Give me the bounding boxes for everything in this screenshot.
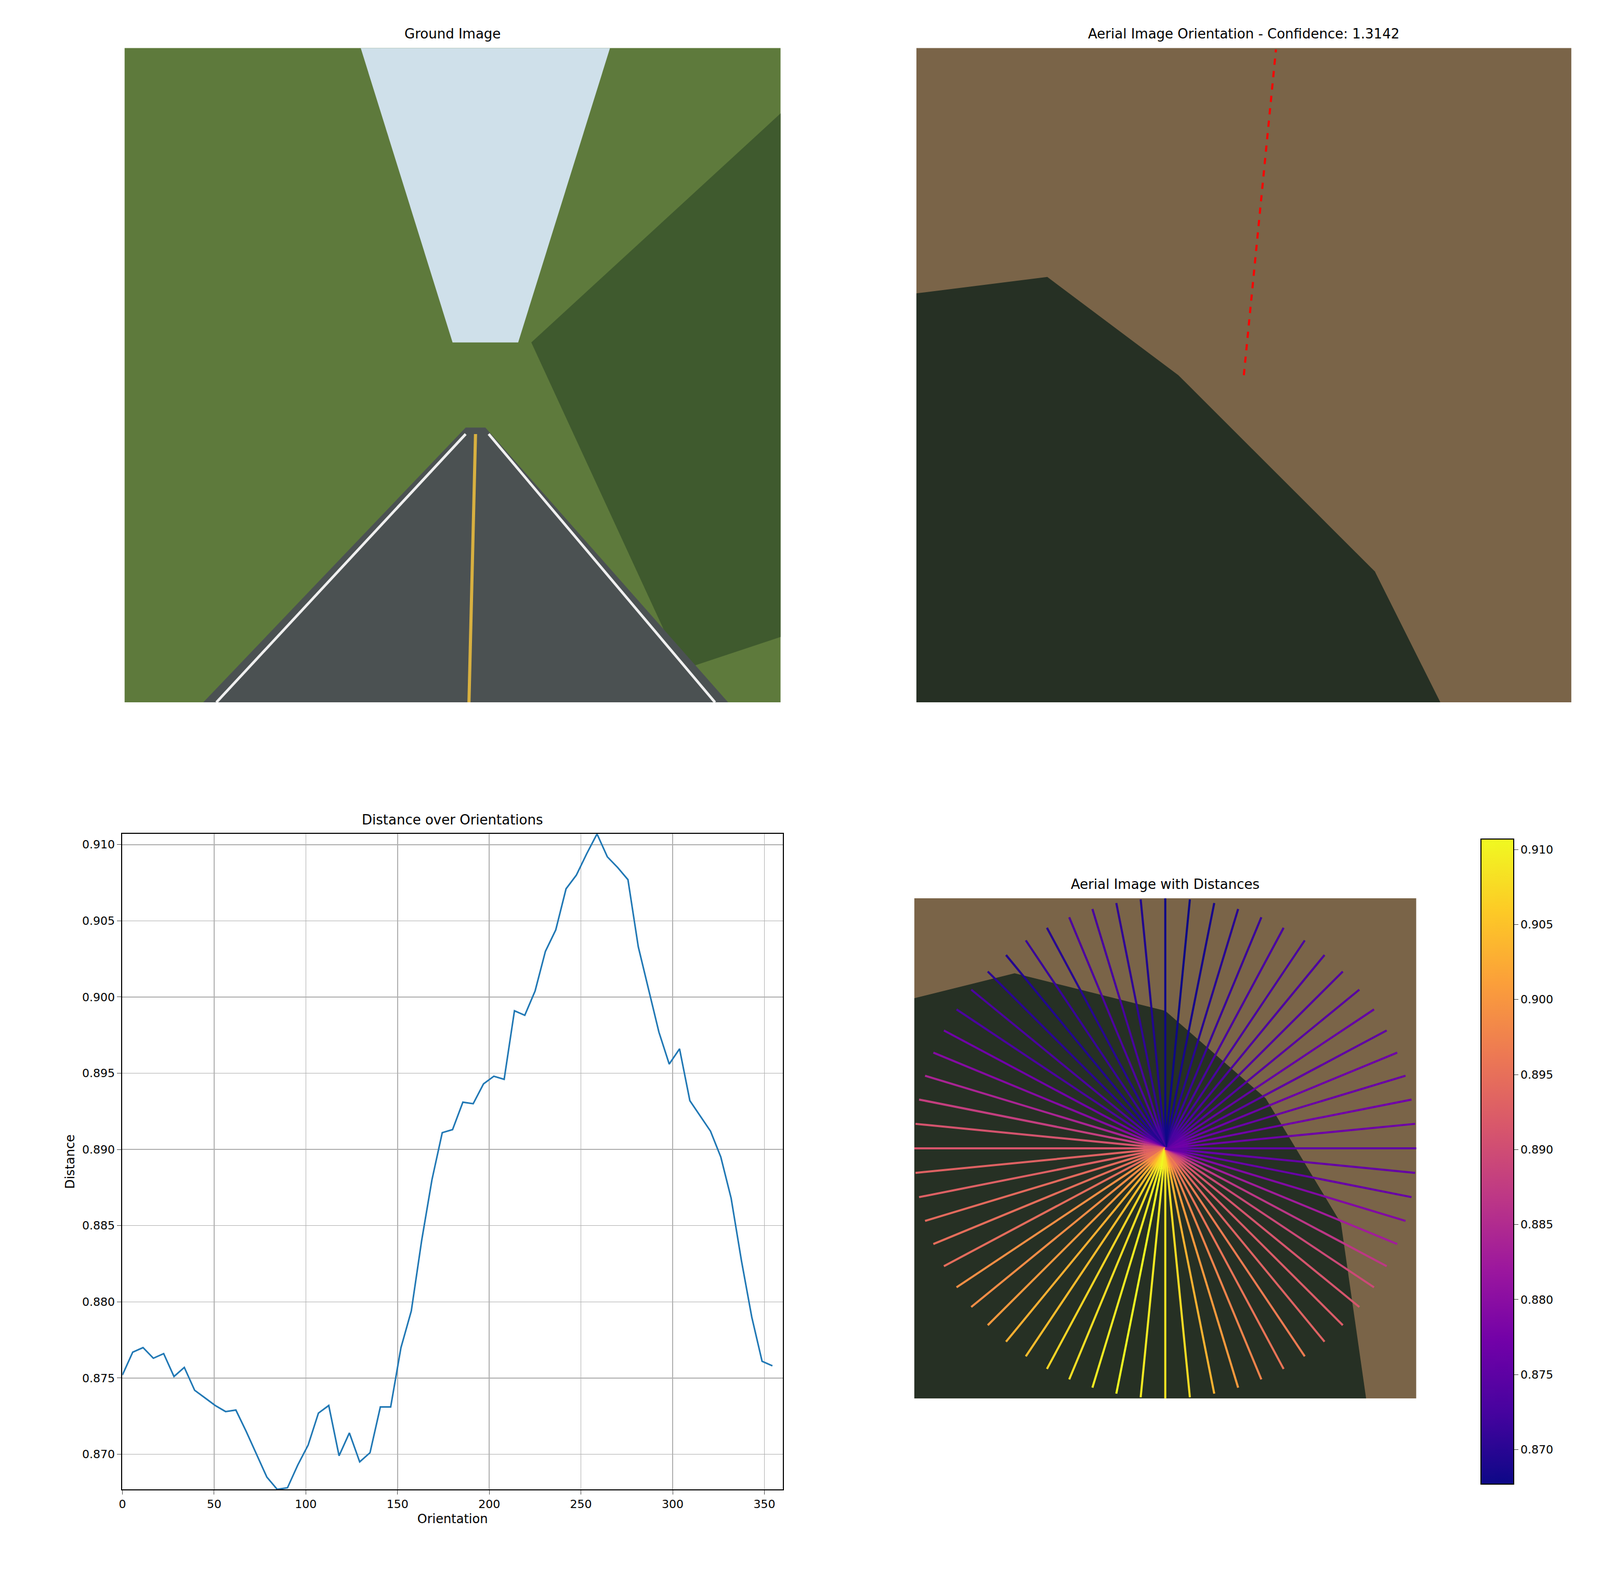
svg-text:0.890: 0.890: [82, 1143, 115, 1157]
svg-text:0.870: 0.870: [1520, 1443, 1554, 1457]
svg-text:0.895: 0.895: [1520, 1068, 1554, 1082]
svg-text:Orientation: Orientation: [417, 1511, 489, 1527]
svg-text:300: 300: [661, 1497, 684, 1511]
svg-text:0.875: 0.875: [1520, 1368, 1554, 1382]
svg-text:Aerial Image with Distances: Aerial Image with Distances: [1070, 876, 1260, 893]
svg-text:Aerial Image Orientation - Con: Aerial Image Orientation - Confidence: 1…: [1087, 25, 1400, 42]
svg-text:350: 350: [753, 1497, 776, 1511]
svg-text:0.910: 0.910: [1520, 843, 1554, 857]
svg-text:Ground Image: Ground Image: [404, 25, 501, 42]
svg-text:0.900: 0.900: [1520, 992, 1554, 1006]
svg-text:0.880: 0.880: [82, 1295, 115, 1309]
svg-text:Distance over Orientations: Distance over Orientations: [361, 811, 544, 828]
svg-text:250: 250: [570, 1497, 593, 1511]
svg-text:0.875: 0.875: [82, 1371, 115, 1385]
svg-text:Distance: Distance: [62, 1134, 78, 1189]
svg-text:0.885: 0.885: [82, 1218, 115, 1232]
svg-text:0.870: 0.870: [82, 1447, 115, 1461]
svg-text:0.885: 0.885: [1520, 1217, 1554, 1231]
svg-text:0.905: 0.905: [82, 914, 115, 928]
svg-text:0.905: 0.905: [1520, 917, 1554, 931]
svg-text:100: 100: [294, 1497, 317, 1511]
svg-text:0.910: 0.910: [82, 837, 115, 851]
svg-text:50: 50: [206, 1497, 222, 1511]
svg-text:0.895: 0.895: [82, 1066, 115, 1080]
svg-text:0.890: 0.890: [1520, 1143, 1554, 1157]
svg-text:0.900: 0.900: [82, 990, 115, 1004]
svg-text:0.880: 0.880: [1520, 1293, 1554, 1307]
svg-text:200: 200: [478, 1497, 501, 1511]
svg-text:0: 0: [118, 1497, 126, 1511]
svg-text:150: 150: [386, 1497, 409, 1511]
